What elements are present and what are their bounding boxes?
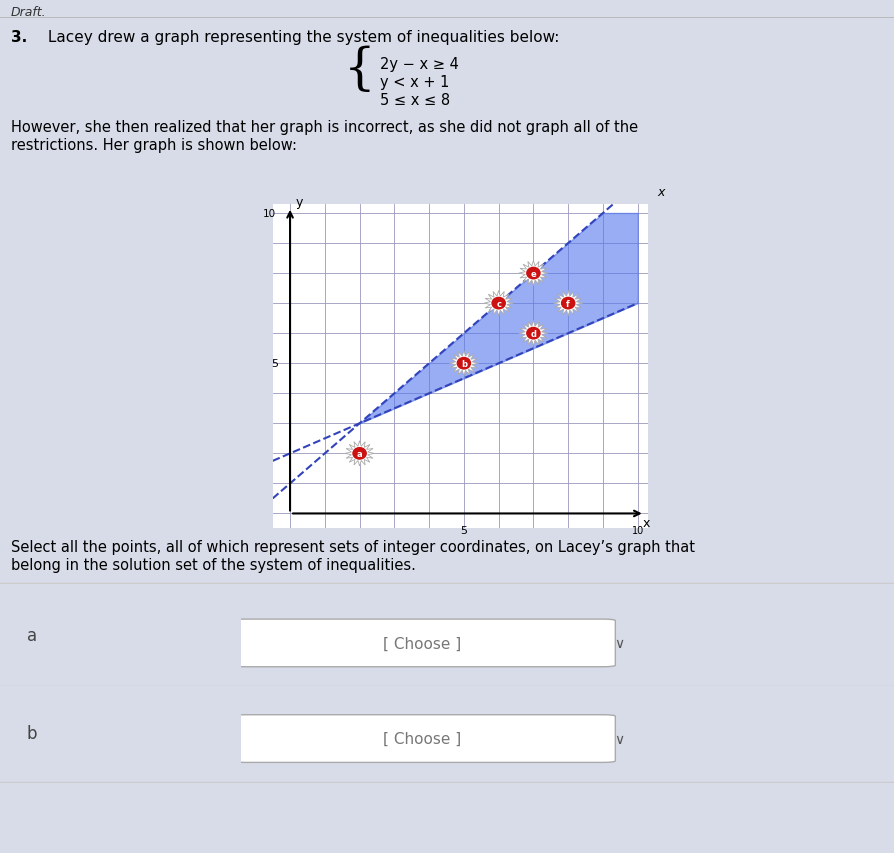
- FancyBboxPatch shape: [233, 619, 615, 667]
- Text: belong in the solution set of the system of inequalities.: belong in the solution set of the system…: [11, 557, 416, 572]
- Text: a: a: [357, 450, 362, 458]
- Text: a: a: [27, 626, 37, 645]
- Polygon shape: [345, 441, 375, 467]
- Text: b: b: [27, 724, 38, 743]
- Text: x: x: [657, 186, 664, 199]
- Circle shape: [353, 448, 367, 460]
- Circle shape: [527, 328, 540, 339]
- Text: x: x: [643, 516, 650, 530]
- Text: Select all the points, all of which represent sets of integer coordinates, on La: Select all the points, all of which repr…: [11, 539, 695, 554]
- Text: 2y − x ≥ 4: 2y − x ≥ 4: [380, 57, 459, 73]
- Text: y: y: [295, 196, 303, 209]
- Text: 3.: 3.: [11, 30, 27, 45]
- Text: f: f: [566, 299, 570, 308]
- Text: 5: 5: [271, 359, 278, 368]
- Text: 10: 10: [631, 525, 644, 536]
- Text: Lacey drew a graph representing the system of inequalities below:: Lacey drew a graph representing the syst…: [43, 30, 560, 45]
- Text: Draft.: Draft.: [11, 6, 46, 19]
- Circle shape: [457, 358, 470, 369]
- Polygon shape: [450, 351, 478, 376]
- Text: 5: 5: [460, 525, 468, 536]
- Text: {: {: [343, 45, 375, 95]
- Text: y < x + 1: y < x + 1: [380, 75, 450, 90]
- Text: ∨: ∨: [614, 636, 625, 650]
- Polygon shape: [519, 322, 548, 346]
- Text: ∨: ∨: [614, 732, 625, 746]
- Circle shape: [561, 298, 575, 310]
- Text: [ Choose ]: [ Choose ]: [383, 635, 461, 651]
- Text: d: d: [530, 329, 536, 339]
- Text: However, she then realized that her graph is incorrect, as she did not graph all: However, she then realized that her grap…: [11, 119, 637, 135]
- Polygon shape: [519, 261, 548, 287]
- FancyBboxPatch shape: [233, 715, 615, 763]
- Text: b: b: [461, 359, 467, 368]
- Text: 5 ≤ x ≤ 8: 5 ≤ x ≤ 8: [380, 93, 450, 108]
- Text: 10: 10: [263, 209, 276, 218]
- Text: c: c: [496, 299, 502, 308]
- Polygon shape: [553, 291, 583, 316]
- Polygon shape: [484, 291, 513, 316]
- Text: [ Choose ]: [ Choose ]: [383, 731, 461, 746]
- Text: e: e: [530, 270, 536, 278]
- Circle shape: [492, 298, 505, 310]
- Text: restrictions. Her graph is shown below:: restrictions. Her graph is shown below:: [11, 138, 297, 154]
- Circle shape: [527, 268, 540, 280]
